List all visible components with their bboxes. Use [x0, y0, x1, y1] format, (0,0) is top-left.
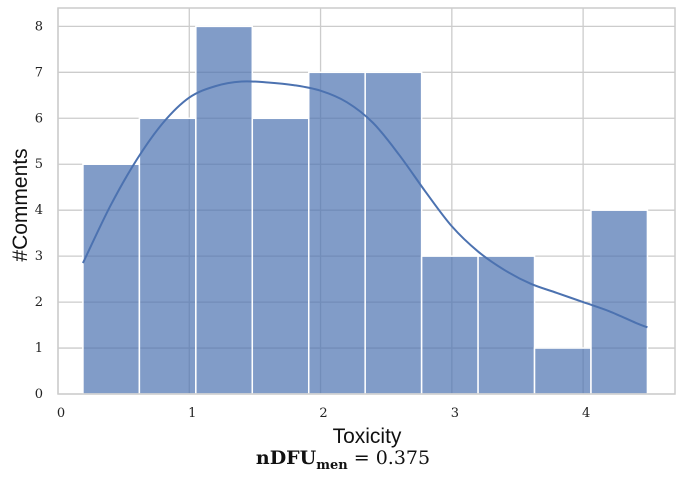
y-tick-label: 0: [35, 387, 43, 402]
y-tick-label: 4: [35, 203, 43, 218]
kde-curve-group: [82, 80, 648, 329]
y-tick-label: 1: [35, 341, 43, 356]
y-tick-label: 6: [35, 111, 43, 126]
histogram-bar: [138, 117, 197, 395]
kde-curve: [82, 80, 648, 329]
histogram-bar: [307, 71, 366, 395]
x-tick-label: 3: [451, 406, 459, 421]
histogram-bar: [364, 71, 423, 395]
histogram-bar: [82, 163, 141, 395]
histogram-bar: [590, 209, 649, 395]
x-tick-label: 4: [582, 406, 590, 421]
histogram-bar: [195, 25, 254, 395]
histogram-bar: [420, 255, 479, 395]
plot-frame: [57, 7, 676, 395]
caption-subscript: men: [316, 457, 348, 473]
x-tick-label: 0: [57, 406, 65, 421]
x-tick-label: 1: [188, 406, 196, 421]
caption-value: = 0.375: [347, 447, 431, 469]
y-axis-label: #Comments: [9, 148, 32, 261]
y-tick-label: 7: [35, 65, 43, 80]
ndfu-caption: nDFUmen = 0.375: [0, 447, 686, 473]
y-tick-label: 3: [35, 249, 43, 264]
histogram-bars: [82, 25, 649, 395]
y-tick-label: 8: [35, 19, 43, 34]
y-tick-labels: 0 1 2 3 4 5 6 7 8: [35, 19, 43, 402]
plot-border: [57, 7, 676, 395]
y-tick-label: 2: [35, 295, 43, 310]
x-tick-label: 2: [319, 406, 327, 421]
x-axis-label: Toxicity: [333, 425, 402, 448]
x-tick-labels: 0 1 2 3 4: [57, 406, 590, 421]
histogram-bar: [251, 117, 310, 395]
caption-metric: nDFU: [255, 447, 317, 469]
histogram-bar: [477, 255, 536, 395]
histogram-bar: [533, 347, 592, 395]
y-tick-label: 5: [35, 157, 43, 172]
